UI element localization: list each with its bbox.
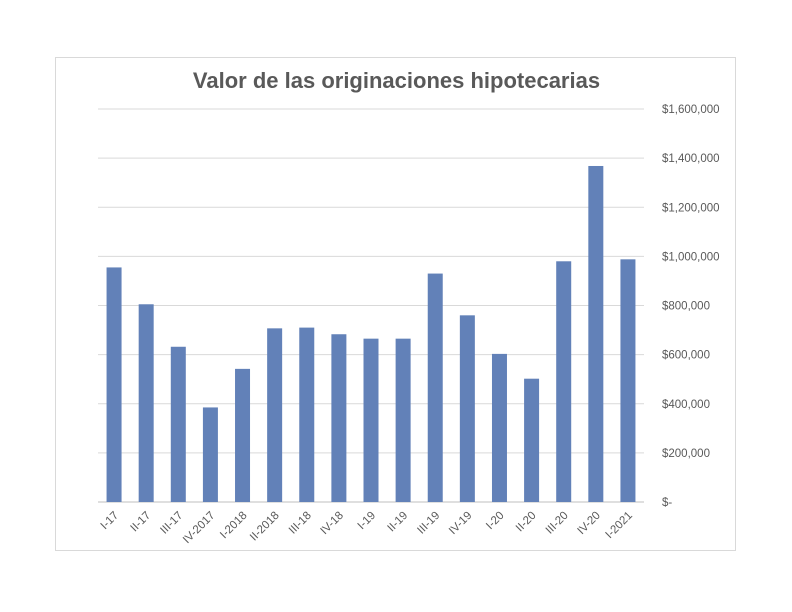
bar bbox=[299, 327, 315, 502]
bar bbox=[235, 368, 251, 502]
x-tick-label: IV-19 bbox=[447, 510, 474, 537]
bar bbox=[202, 407, 218, 502]
y-tick-label: $400,000 bbox=[662, 399, 710, 411]
x-tick-label: II-17 bbox=[129, 510, 154, 535]
bar bbox=[620, 259, 636, 502]
y-tick-label: $800,000 bbox=[662, 301, 710, 313]
bar bbox=[170, 346, 186, 502]
bar bbox=[588, 165, 604, 503]
x-tick-label: I-20 bbox=[484, 510, 507, 533]
x-tick-label: I-2018 bbox=[218, 510, 250, 542]
chart-frame: Valor de las originaciones hipotecarias … bbox=[55, 57, 736, 551]
x-tick-label: III-17 bbox=[158, 510, 185, 537]
bar bbox=[106, 267, 122, 502]
x-tick-label: III-20 bbox=[544, 510, 571, 537]
y-tick-label: $1,600,000 bbox=[662, 104, 720, 116]
y-tick-label: $200,000 bbox=[662, 448, 710, 460]
bar bbox=[524, 378, 540, 502]
x-tick-label: II-2018 bbox=[248, 510, 282, 544]
bar bbox=[363, 338, 379, 502]
x-tick-label: IV-18 bbox=[319, 510, 346, 537]
x-tick-label: I-17 bbox=[99, 510, 122, 533]
x-tick-label: III-18 bbox=[287, 510, 314, 537]
bar bbox=[556, 261, 572, 502]
y-tick-label: $600,000 bbox=[662, 350, 710, 362]
x-tick-label: II-20 bbox=[514, 510, 539, 535]
x-tick-label: I-19 bbox=[356, 510, 379, 533]
bar bbox=[427, 273, 443, 502]
bar bbox=[491, 353, 507, 502]
y-tick-label: $1,200,000 bbox=[662, 202, 720, 214]
bar bbox=[459, 315, 475, 502]
x-tick-label: IV-2017 bbox=[181, 510, 218, 547]
y-tick-label: $1,400,000 bbox=[662, 153, 720, 165]
chart-title: Valor de las originaciones hipotecarias bbox=[192, 68, 601, 93]
x-tick-label: III-19 bbox=[415, 510, 442, 537]
x-tick-label: I-2021 bbox=[604, 510, 636, 542]
y-tick-label: $1,000,000 bbox=[662, 251, 720, 263]
bar bbox=[138, 304, 154, 502]
bar-chart: $- $200,000 $400,000 $600,000 $800,000 $1,000… bbox=[98, 104, 720, 547]
y-tick-label: $- bbox=[662, 497, 672, 509]
x-tick-label: II-19 bbox=[385, 510, 410, 535]
bar bbox=[267, 328, 283, 502]
bar bbox=[395, 338, 411, 502]
bar bbox=[331, 334, 347, 502]
x-tick-label: IV-20 bbox=[575, 510, 602, 537]
